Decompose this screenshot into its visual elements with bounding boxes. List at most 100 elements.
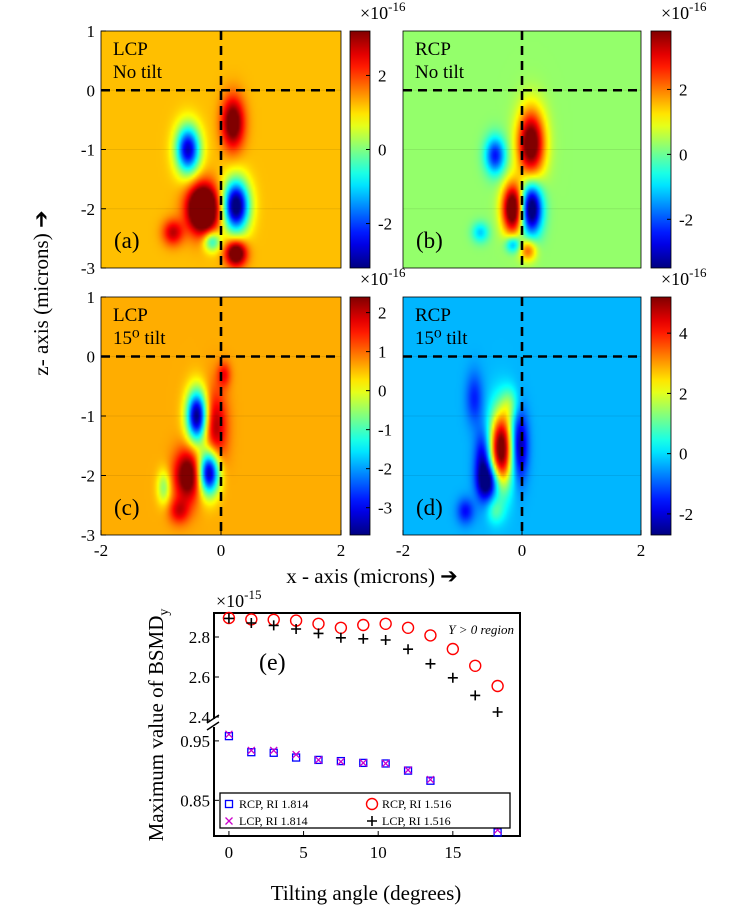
data-point <box>426 775 435 784</box>
tick-label: -1 <box>81 407 95 426</box>
data-point <box>336 756 346 766</box>
legend-label: LCP, RI 1.814 <box>239 814 308 828</box>
colorbar-exponent-power: -16 <box>689 265 707 280</box>
panel-annotation: LCP No tilt <box>113 39 163 83</box>
colorbar-tick-label: 0 <box>679 445 688 464</box>
y-axis-label: Maximum value of BSMDy <box>144 609 172 842</box>
heatmap-panel-a: 1 0 -1 -2 -3 LCP No tilt (a) 2 0 -2 ×10-16 <box>81 0 406 278</box>
tick-label: 0 <box>87 81 96 100</box>
colorbar <box>349 296 371 536</box>
data-point <box>224 731 234 741</box>
colorbar-tick-label: -2 <box>378 215 392 234</box>
data-point <box>469 659 482 672</box>
tick-label: -2 <box>81 200 95 219</box>
tick-label: 2 <box>637 541 646 560</box>
data-point <box>358 633 369 644</box>
data-point <box>401 621 415 634</box>
data-point <box>336 757 345 766</box>
data-point <box>424 629 437 642</box>
data-point <box>359 758 368 768</box>
data-point <box>404 766 413 774</box>
data-point <box>493 828 502 837</box>
annotation-line: LCP <box>113 305 148 326</box>
data-point <box>492 707 503 717</box>
colorbar-exponent-power: -16 <box>388 265 406 280</box>
panel-annotation: LCP 15⁰ tilt <box>113 305 166 349</box>
colorbar <box>650 30 672 269</box>
legend-label: RCP, RI 1.814 <box>239 797 308 811</box>
y-axis-label-subscript: y <box>157 609 172 616</box>
colorbar-tick-label: -1 <box>378 421 392 440</box>
tick-label: 1 <box>87 288 96 307</box>
x-axis-label: x - axis (microns) ➔ <box>286 564 458 588</box>
colorbar-exponent: ×10-16 <box>360 265 406 289</box>
axis-exponent: ×10-15 <box>216 587 262 611</box>
legend-marker <box>365 797 379 811</box>
panel-label: (c) <box>114 495 140 520</box>
tick-label: 0.95 <box>180 732 210 751</box>
data-point <box>222 611 236 625</box>
data-point <box>381 759 390 768</box>
tick-label: 0 <box>217 541 226 560</box>
x-axis-label: Tilting angle (degrees) <box>271 881 462 905</box>
data-point <box>446 642 460 656</box>
data-point <box>470 690 481 701</box>
legend-box <box>219 792 511 829</box>
data-point <box>359 758 368 767</box>
colorbar-exponent: ×10-16 <box>661 265 707 289</box>
colorbar-tick-label: 2 <box>679 384 688 403</box>
tick-label: 2.4 <box>189 708 211 727</box>
data-point <box>403 766 413 775</box>
colorbar <box>650 296 672 536</box>
tick-label: -2 <box>396 541 410 560</box>
colorbar-tick-label: 2 <box>378 66 387 85</box>
tick-label: 0 <box>518 541 527 560</box>
data-point <box>224 730 233 739</box>
annotation-line: LCP <box>113 39 148 60</box>
region-label: Y > 0 region <box>448 622 514 637</box>
data-point <box>223 613 234 624</box>
series-lcp-ri-1-516 <box>223 613 503 717</box>
data-point <box>380 635 391 645</box>
heatmap-panel-b: RCP No tilt (b) 2 0 -2 ×10-16 <box>402 0 707 269</box>
scatter-panel-e: 2.4 2.6 2.8 0.85 0.95 0 5 10 15 ×10-15 (e) Y > 0 re… <box>144 587 521 905</box>
legend-marker <box>225 817 233 825</box>
panel-label: (e) <box>259 650 286 676</box>
data-point <box>269 746 278 755</box>
tick-label: -3 <box>81 259 95 278</box>
colorbar-tick-label: -2 <box>378 460 392 479</box>
tick-label: -3 <box>81 526 95 545</box>
panel-label: (b) <box>416 228 443 253</box>
colorbar-tick-label: -2 <box>679 210 693 229</box>
tick-label: -1 <box>81 141 95 160</box>
data-point <box>426 776 435 785</box>
tick-label: 0 <box>87 348 96 367</box>
panel-label: (a) <box>114 228 140 253</box>
data-point <box>403 644 414 655</box>
colorbar-tick-label: 2 <box>679 80 688 99</box>
tick-label: 2.8 <box>189 628 210 647</box>
tick-label: 1 <box>87 22 96 41</box>
colorbar-tick-label: 0 <box>679 145 688 164</box>
panel-annotation: RCP No tilt <box>415 39 465 83</box>
colorbar-tick-label: -3 <box>378 499 392 518</box>
legend-marker <box>224 799 234 809</box>
data-point <box>314 755 323 765</box>
axis-break-mark <box>206 714 220 724</box>
z-axis-label: z- axis (microns) ➔ <box>29 210 53 375</box>
data-point <box>269 748 278 757</box>
data-point <box>379 617 392 630</box>
colorbar-tick-label: 2 <box>378 304 387 323</box>
axis-exponent-power: -15 <box>244 587 261 602</box>
legend-label: LCP, RI 1.516 <box>382 814 451 828</box>
data-point <box>381 759 390 768</box>
shared-axis-labels: z- axis (microns) ➔ x - axis (microns) ➔ <box>29 210 458 588</box>
data-point <box>357 618 370 632</box>
data-point <box>491 679 504 693</box>
tick-label: 2.6 <box>189 668 210 687</box>
colorbar-exponent-power: -16 <box>388 0 406 14</box>
annotation-line: RCP <box>415 39 451 60</box>
data-point <box>313 628 324 639</box>
heatmap-panels: 1 0 -1 -2 -3 LCP No tilt (a) 2 0 -2 ×10-16 RCP No til… <box>81 0 707 560</box>
colorbar-tick-label: 1 <box>378 343 387 362</box>
